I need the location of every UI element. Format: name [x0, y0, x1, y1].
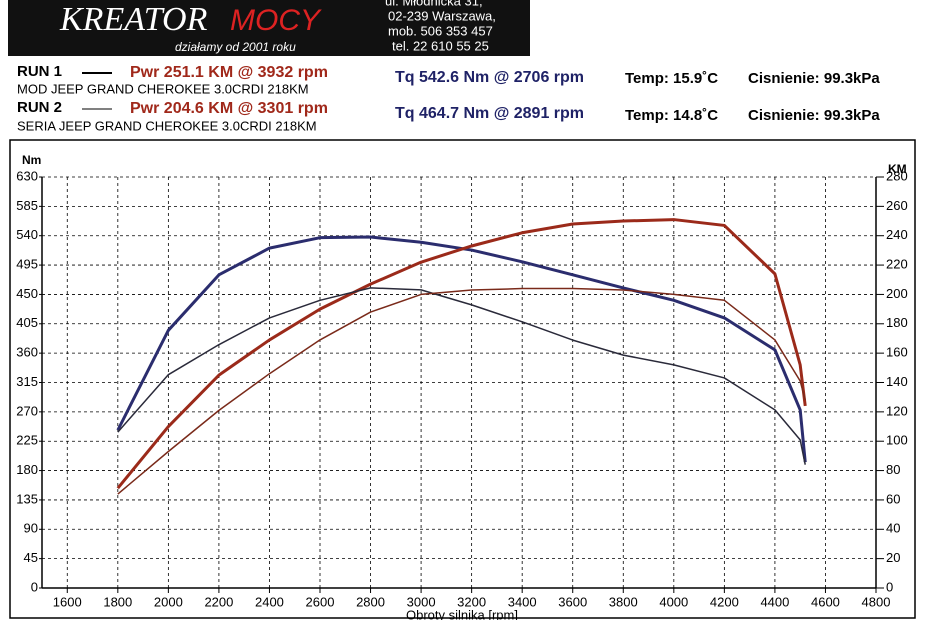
y-tick-label: 270: [16, 403, 38, 418]
x-tick-label: 2800: [356, 594, 385, 609]
y2-tick-label: 20: [886, 550, 900, 565]
y-tick-label: 585: [16, 198, 38, 213]
y2-tick-label: 80: [886, 462, 900, 477]
y2-tick-label: 120: [886, 403, 908, 418]
x-tick-label: 4200: [710, 594, 739, 609]
run-torque: Tq 464.7 Nm @ 2891 rpm: [395, 105, 584, 122]
x-tick-label: 3000: [407, 594, 436, 609]
run-description: MOD JEEP GRAND CHEROKEE 3.0CRDI 218KM: [17, 81, 309, 96]
x-tick-label: 3200: [457, 594, 486, 609]
y-tick-label: 450: [16, 286, 38, 301]
run-pressure: Cisnienie: 99.3kPa: [748, 70, 880, 87]
y-tick-label: 360: [16, 345, 38, 360]
x-tick-label: 2400: [255, 594, 284, 609]
x-tick-label: 2200: [204, 594, 233, 609]
x-tick-label: 2000: [154, 594, 183, 609]
run-temp: Temp: 14.8˚C: [625, 107, 718, 124]
y-axis-label: Nm: [22, 153, 41, 167]
curve: [116, 218, 807, 490]
x-tick-label: 3400: [508, 594, 537, 609]
x-tick-label: 1600: [53, 594, 82, 609]
run-temp: Temp: 15.9˚C: [625, 70, 718, 87]
curve: [117, 287, 806, 495]
run-description: SERIA JEEP GRAND CHEROKEE 3.0CRDI 218KM: [17, 118, 317, 133]
x-tick-label: 4800: [862, 594, 891, 609]
x-tick-label: 4400: [760, 594, 789, 609]
y2-tick-label: 140: [886, 374, 908, 389]
y2-tick-label: 180: [886, 315, 908, 330]
y2-tick-label: 40: [886, 521, 900, 536]
y2-tick-label: 60: [886, 491, 900, 506]
y-tick-label: 90: [24, 521, 38, 536]
y-tick-label: 45: [24, 550, 38, 565]
y2-tick-label: 280: [886, 168, 908, 183]
run-power: Pwr 204.6 KM @ 3301 rpm: [130, 100, 328, 117]
y-tick-label: 225: [16, 433, 38, 448]
tagline: działamy od 2001 roku: [175, 40, 296, 54]
logo-box: [8, 0, 530, 56]
y2-axis-label: KM: [888, 162, 907, 176]
y2-tick-label: 0: [886, 579, 893, 594]
x-tick-label: 4000: [659, 594, 688, 609]
y2-tick-label: 100: [886, 433, 908, 448]
x-tick-label: 3600: [558, 594, 587, 609]
logo-accent: MOCY: [230, 4, 322, 37]
y-tick-label: 405: [16, 315, 38, 330]
x-tick-label: 2600: [306, 594, 335, 609]
chart-frame: [9, 139, 916, 619]
y-tick-label: 495: [16, 257, 38, 272]
y-tick-label: 0: [31, 579, 38, 594]
y2-tick-label: 240: [886, 227, 908, 242]
address: 02-239 Warszawa,: [388, 8, 496, 23]
run-power: Pwr 251.1 KM @ 3932 rpm: [130, 64, 328, 81]
x-axis-label: Obroty silnika [rpm]: [406, 607, 518, 620]
run-label: RUN 2: [17, 99, 62, 116]
address: ul. Młodnicka 31,: [385, 0, 483, 8]
logo-main: KREATOR: [59, 1, 208, 38]
y-tick-label: 180: [16, 462, 38, 477]
y-tick-label: 630: [16, 168, 38, 183]
run-label: RUN 1: [17, 63, 62, 80]
address: mob. 506 353 457: [388, 23, 493, 38]
run-pressure: Cisnienie: 99.3kPa: [748, 107, 880, 124]
run-torque: Tq 542.6 Nm @ 2706 rpm: [395, 69, 584, 86]
curve: [117, 287, 806, 465]
y-tick-label: 315: [16, 374, 38, 389]
y2-tick-label: 200: [886, 286, 908, 301]
y2-tick-label: 160: [886, 345, 908, 360]
y2-tick-label: 220: [886, 257, 908, 272]
x-tick-label: 1800: [103, 594, 132, 609]
y2-tick-label: 260: [886, 198, 908, 213]
x-tick-label: 3800: [609, 594, 638, 609]
y-tick-label: 540: [16, 227, 38, 242]
x-tick-label: 4600: [811, 594, 840, 609]
curve: [116, 235, 807, 463]
address: tel. 22 610 55 25: [392, 38, 489, 53]
y-tick-label: 135: [16, 491, 38, 506]
